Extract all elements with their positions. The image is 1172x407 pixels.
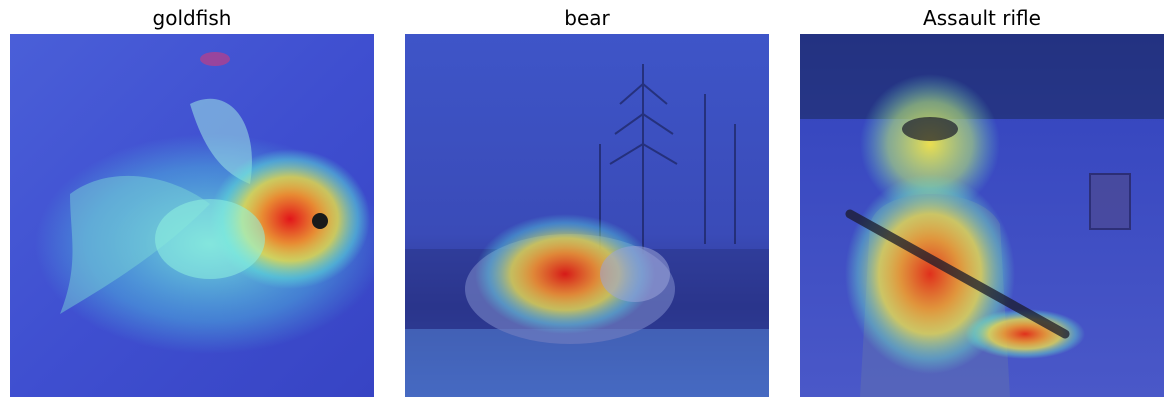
panel-bear: bear	[405, 0, 769, 407]
bear-heatmap-image	[405, 34, 769, 397]
panel-goldfish: goldfish	[10, 0, 374, 407]
soldier-heatmap-image	[800, 34, 1164, 397]
panel-title: Assault rifle	[923, 6, 1041, 30]
panel-assault-rifle: Assault rifle	[800, 0, 1164, 407]
panel-title: bear	[564, 6, 610, 30]
goldfish-heatmap-image	[10, 34, 374, 397]
panel-title: goldfish	[152, 6, 232, 30]
